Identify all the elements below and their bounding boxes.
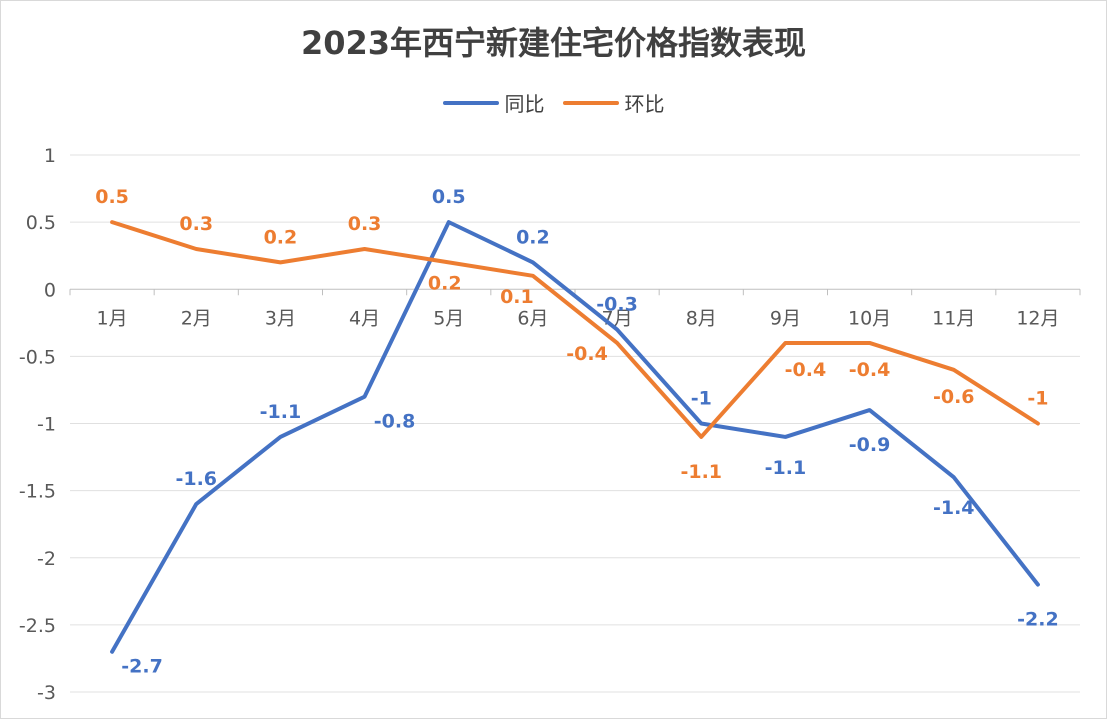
- x-tick-label: 3月: [265, 307, 296, 329]
- data-label-yoy: -2.2: [1017, 609, 1059, 631]
- legend-swatch-yoy: [442, 100, 499, 105]
- series-line-yoy: [110, 220, 1040, 654]
- chart-legend: 同比 环比: [0, 88, 1107, 117]
- x-tick-label: 8月: [686, 307, 717, 329]
- data-label-mom: 0.2: [264, 226, 298, 248]
- data-label-yoy: -2.7: [121, 656, 163, 678]
- y-tick-label: -2: [37, 548, 56, 570]
- x-tick-label: 2月: [181, 307, 212, 329]
- data-label-yoy: -0.9: [849, 434, 891, 456]
- y-tick-label: -2.5: [19, 615, 56, 637]
- data-label-mom: -0.4: [785, 359, 827, 381]
- data-label-mom: -1.1: [680, 461, 722, 483]
- x-tick-label: 6月: [517, 307, 548, 329]
- data-label-yoy: -1.1: [765, 457, 807, 479]
- x-tick-label: 11月: [932, 307, 975, 329]
- data-label-mom: -0.4: [566, 343, 608, 365]
- y-tick-label: 0.5: [26, 212, 56, 234]
- x-tick-label: 9月: [770, 307, 801, 329]
- data-label-yoy: -1.1: [260, 401, 302, 423]
- data-label-mom: 0.1: [500, 286, 534, 308]
- data-label-yoy: 0.2: [516, 226, 550, 248]
- y-tick-label: -1.5: [19, 481, 56, 503]
- y-tick-label: 1: [44, 145, 56, 167]
- data-label-yoy: -1.4: [933, 497, 975, 519]
- data-label-mom: 0.3: [179, 213, 213, 235]
- legend-item-yoy[interactable]: 同比: [442, 88, 545, 117]
- x-tick-label: 12月: [1016, 307, 1059, 329]
- data-label-mom: -1: [1027, 388, 1048, 410]
- data-label-yoy: 0.5: [432, 186, 466, 208]
- x-tick-label: 4月: [349, 307, 380, 329]
- legend-item-mom[interactable]: 环比: [562, 88, 665, 117]
- x-tick-label: 10月: [848, 307, 891, 329]
- legend-label-mom: 环比: [624, 92, 665, 116]
- y-tick-label: -3: [37, 682, 56, 704]
- x-tick-label: 1月: [97, 307, 128, 329]
- y-tick-label: -1: [37, 414, 56, 436]
- series-line-mom: [110, 220, 1040, 439]
- data-label-yoy: -1.6: [175, 468, 217, 490]
- x-tick-label: 5月: [433, 307, 464, 329]
- legend-label-yoy: 同比: [504, 92, 545, 116]
- data-label-mom: 0.3: [348, 213, 382, 235]
- y-tick-label: 0: [44, 279, 56, 301]
- data-label-yoy: -1: [691, 388, 712, 410]
- data-label-mom: 0.5: [95, 186, 129, 208]
- y-tick-label: -0.5: [19, 346, 56, 368]
- data-label-mom: -0.6: [933, 386, 975, 408]
- legend-swatch-mom: [562, 100, 619, 105]
- chart-title: 2023年西宁新建住宅价格指数表现: [300, 24, 807, 62]
- data-label-mom: 0.2: [428, 272, 462, 294]
- data-label-yoy: -0.3: [596, 294, 638, 316]
- data-label-mom: -0.4: [849, 359, 891, 381]
- data-label-yoy: -0.8: [374, 411, 416, 433]
